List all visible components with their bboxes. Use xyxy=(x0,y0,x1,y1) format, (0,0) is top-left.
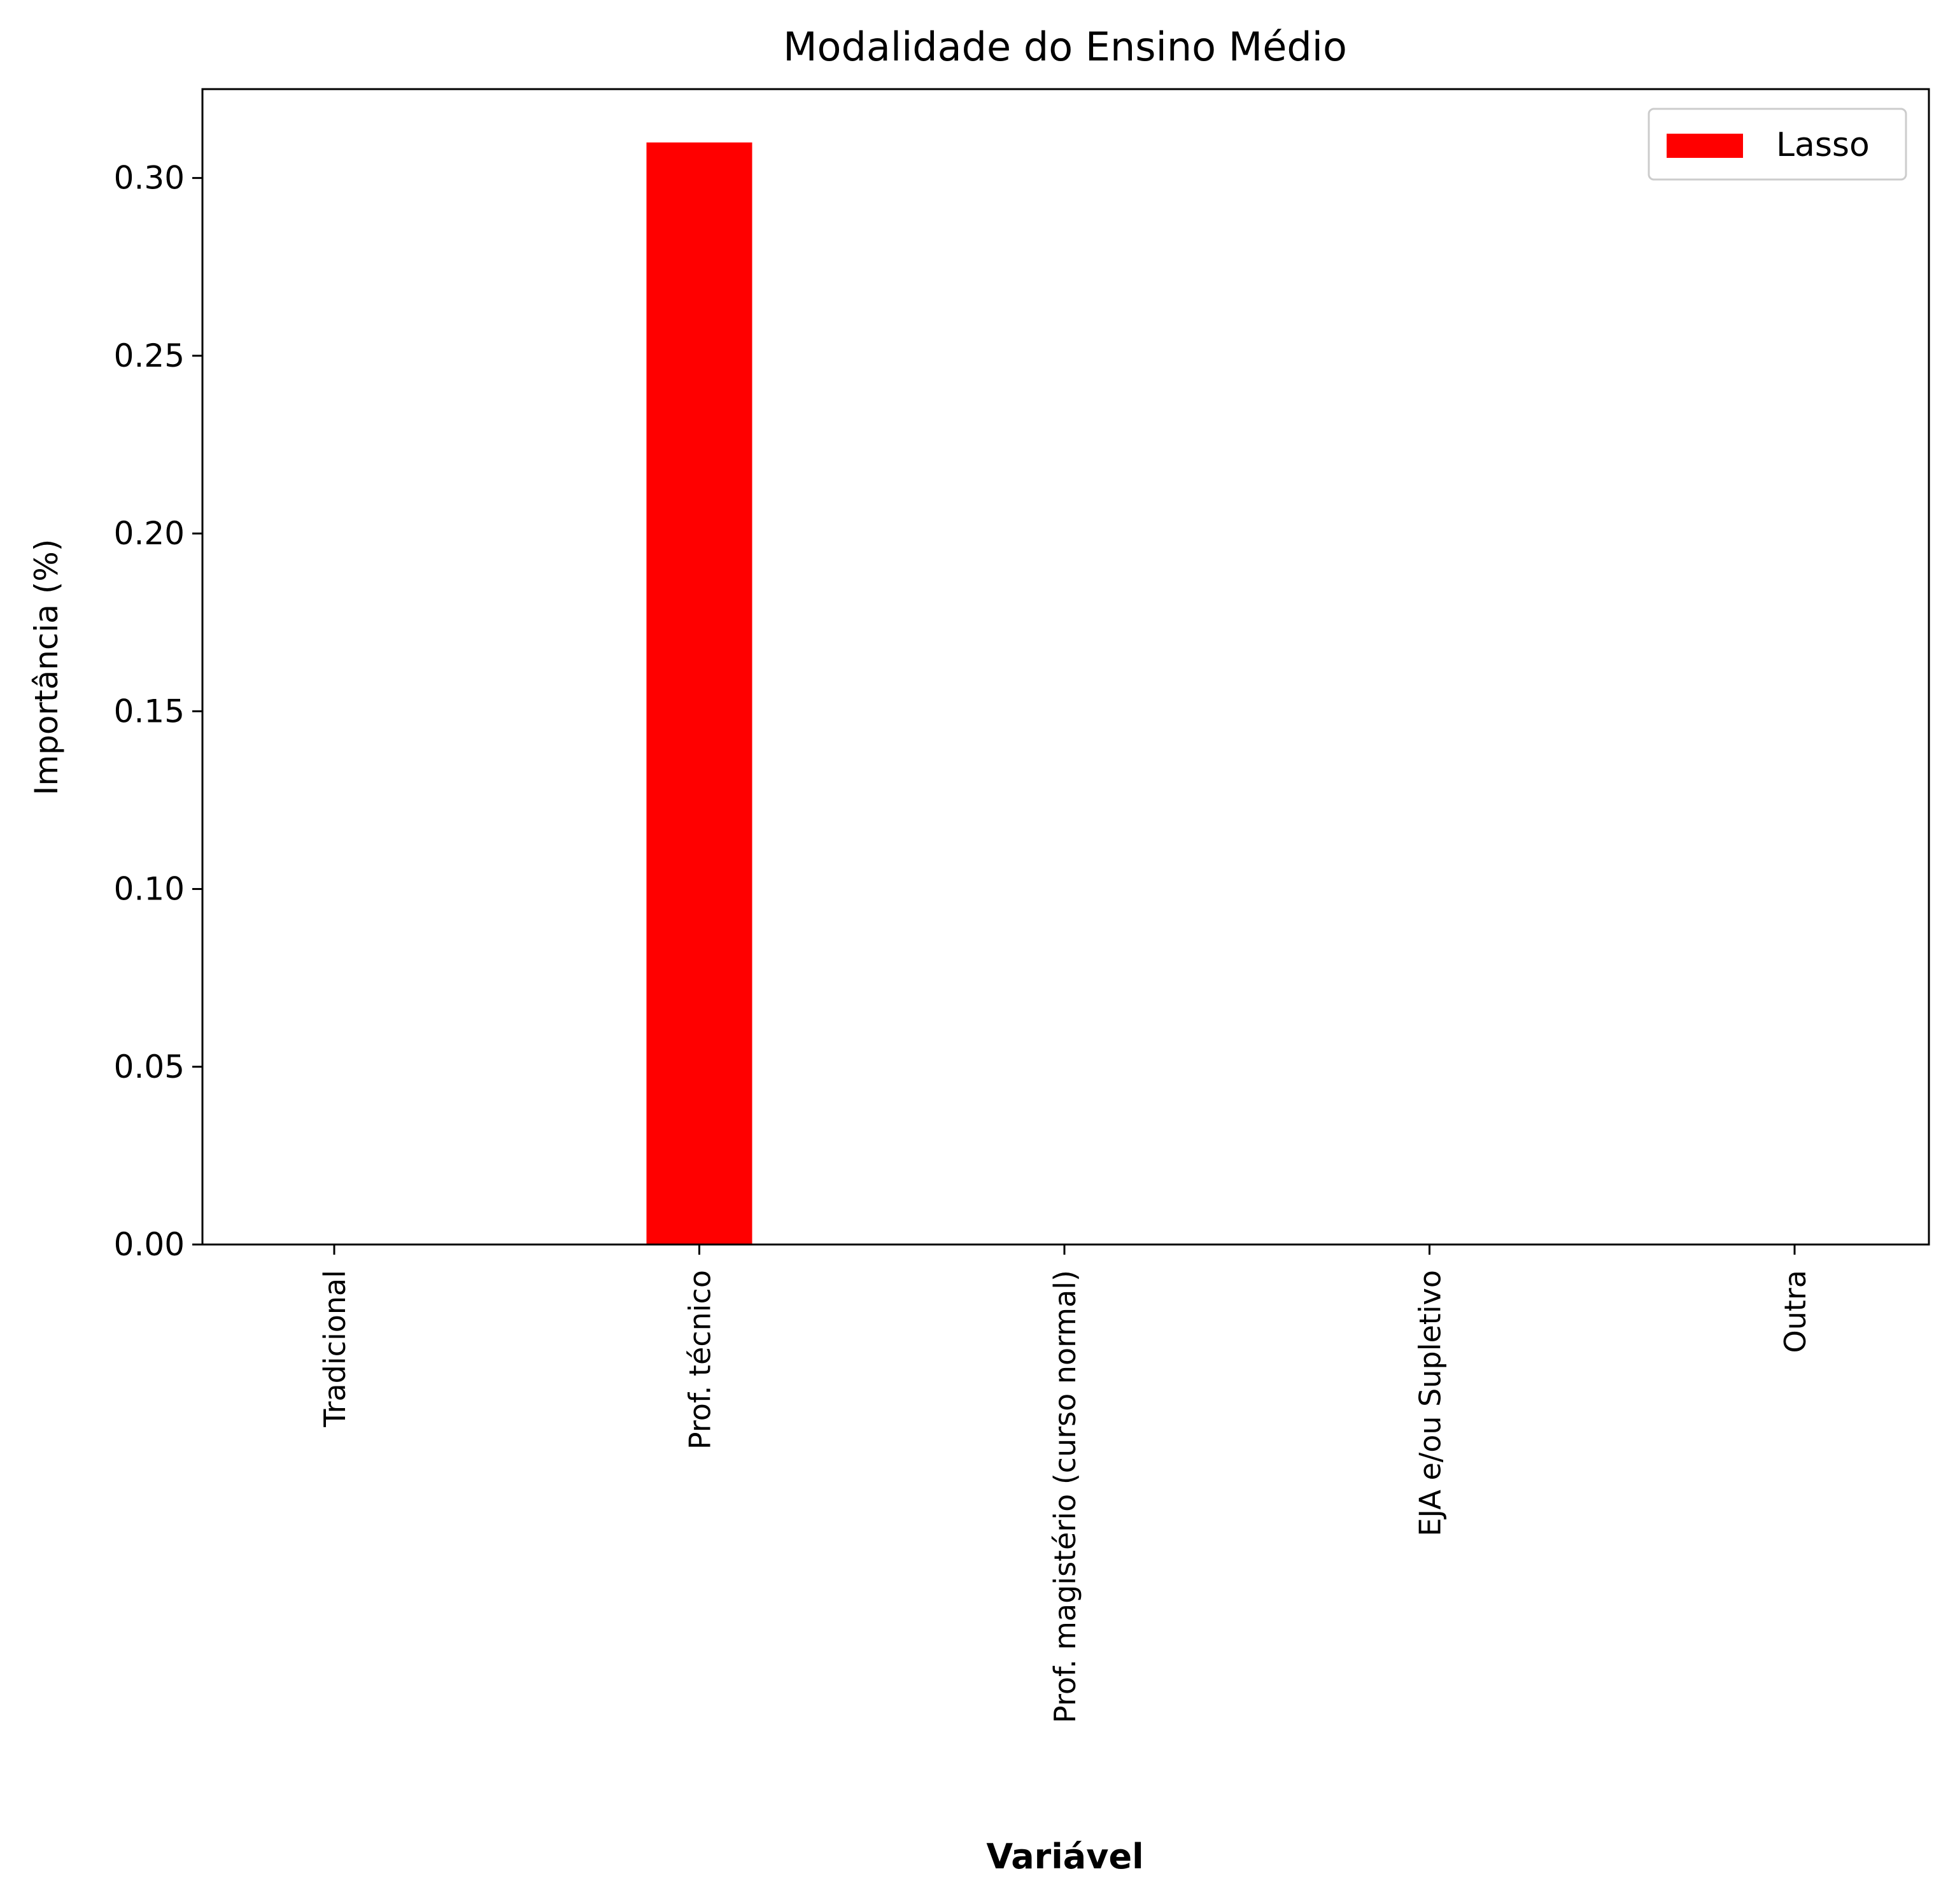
legend-label: Lasso xyxy=(1776,126,1870,164)
legend-frame xyxy=(1648,108,1907,181)
bar-prof-t-cnico xyxy=(646,142,752,1245)
y-axis-ticks: 0.00 0.05 0.10 0.15 0.20 0.25 0.30 xyxy=(114,160,202,1263)
plot-area-frame xyxy=(201,88,1930,1246)
y-tick-label: 0.30 xyxy=(114,160,185,197)
y-tick-label: 0.05 xyxy=(114,1048,185,1085)
y-tick-label: 0.25 xyxy=(114,337,185,374)
x-tick-label: Tradicional xyxy=(318,1270,352,1428)
y-tick-label: 0.00 xyxy=(114,1226,185,1263)
legend: Lasso xyxy=(1648,108,1907,181)
x-tick-label: EJA e/ou Supletivo xyxy=(1413,1270,1448,1536)
x-tick-label: Outra xyxy=(1778,1270,1812,1353)
x-axis-label: Variável xyxy=(986,1837,1143,1877)
y-tick-label: 0.20 xyxy=(114,515,185,552)
y-tick-label: 0.15 xyxy=(114,693,185,730)
bars xyxy=(646,142,752,1245)
x-tick-label: Prof. técnico xyxy=(683,1270,717,1449)
chart-title: Modalidade do Ensino Médio xyxy=(783,24,1347,70)
x-tick-label: Prof. magistério (curso normal) xyxy=(1048,1270,1082,1723)
x-axis-ticks: Tradicional Prof. técnico Prof. magistério… xyxy=(318,1245,1812,1723)
legend-swatch xyxy=(1667,134,1743,158)
y-tick-label: 0.10 xyxy=(114,871,185,908)
y-axis-label: Importância (%) xyxy=(28,539,65,796)
